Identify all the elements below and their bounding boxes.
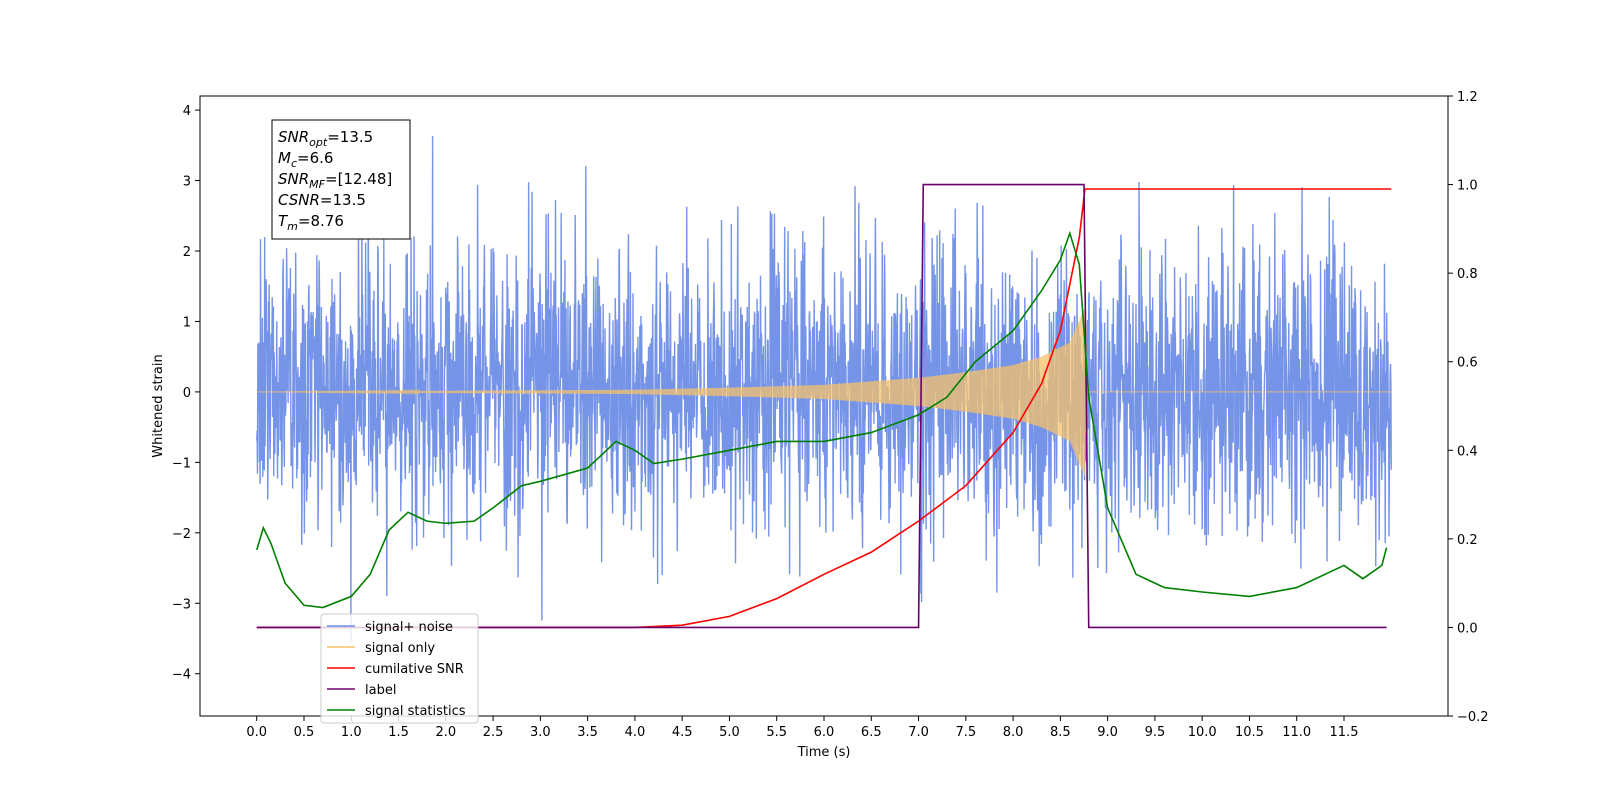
series-signal-noise (256, 136, 1392, 643)
info-line: SNRopt=13.5 (278, 128, 373, 149)
series-cumilative-snr (256, 188, 1392, 629)
y-axis-left: −4 −3 −2 −1 0 1 2 3 4 (172, 104, 200, 683)
info-line: SNRMF=[12.48] (278, 170, 392, 191)
x-tick-label: 2.0 (435, 725, 456, 740)
info-box-frame (271, 119, 411, 240)
legend: signal+ noise signal only cumilative SNR la… (320, 613, 479, 724)
x-tick-label: 9.0 (1097, 725, 1118, 740)
x-tick-label: 3.5 (577, 725, 598, 740)
x-tick-label: 4.0 (625, 725, 646, 740)
series-label (256, 183, 1387, 629)
x-tick-label: 4.5 (672, 725, 693, 740)
legend-label: cumilative SNR (365, 662, 464, 677)
y-axis-label: Whitened strain (151, 354, 166, 457)
x-tick-label: 10.5 (1235, 725, 1264, 740)
y-tick-label: −1 (172, 456, 191, 471)
y-tick-label: 2 (183, 245, 191, 260)
y2-tick-label: 0.0 (1457, 621, 1478, 636)
y2-tick-label: 0.8 (1457, 267, 1478, 282)
legend-label: label (365, 683, 396, 698)
y-tick-label: 3 (183, 175, 191, 190)
legend-frame (320, 613, 479, 724)
x-tick-label: 8.5 (1050, 725, 1071, 740)
y-axis-right: −0.2 0.0 0.2 0.4 0.6 0.8 1.0 1.2 (1448, 90, 1489, 725)
y2-tick-label: 0.2 (1457, 533, 1478, 548)
x-tick-label: 6.5 (861, 725, 882, 740)
y-tick-label: 1 (183, 315, 191, 330)
x-tick-label: 0.0 (246, 725, 267, 740)
y-tick-label: −2 (172, 527, 191, 542)
y-tick-label: 4 (183, 104, 191, 119)
x-tick-label: 0.5 (294, 725, 315, 740)
x-tick-label: 10.0 (1188, 725, 1217, 740)
x-tick-label: 8.0 (1003, 725, 1024, 740)
x-tick-label: 7.5 (955, 725, 976, 740)
x-tick-label: 5.5 (766, 725, 787, 740)
x-tick-label: 2.5 (483, 725, 504, 740)
y2-tick-label: 0.4 (1457, 444, 1478, 459)
series-signal-statistics (255, 230, 1388, 609)
x-tick-label: 3.0 (530, 725, 551, 740)
x-tick-label: 11.0 (1282, 725, 1311, 740)
y-tick-label: −3 (172, 597, 191, 612)
x-axis: 0.0 0.5 1.0 1.5 2.0 2.5 3.0 3.5 4.0 4.5 5.0 5.5 6.0 6… (246, 716, 1358, 740)
series-signal-only (256, 307, 1392, 476)
y2-tick-label: −0.2 (1457, 710, 1489, 725)
y2-tick-label: 0.6 (1457, 356, 1478, 371)
y-tick-label: −4 (172, 668, 191, 683)
x-tick-label: 6.0 (814, 725, 835, 740)
y-tick-label: 0 (183, 386, 191, 401)
x-tick-label: 9.5 (1145, 725, 1166, 740)
info-line: CSNR=13.5 (278, 191, 366, 209)
legend-label: signal statistics (365, 704, 466, 719)
x-tick-label: 1.5 (388, 725, 409, 740)
info-line: Tm=8.76 (278, 212, 344, 233)
y2-tick-label: 1.0 (1457, 179, 1478, 194)
info-line: Mc=6.6 (278, 149, 333, 170)
series-layer (255, 136, 1392, 643)
x-tick-label: 7.0 (908, 725, 929, 740)
legend-label: signal+ noise (365, 620, 453, 635)
x-tick-label: 11.5 (1330, 725, 1359, 740)
y2-tick-label: 1.2 (1457, 90, 1478, 105)
legend-label: signal only (365, 641, 435, 656)
x-axis-label: Time (s) (797, 745, 851, 760)
x-tick-label: 1.0 (341, 725, 362, 740)
x-tick-label: 5.0 (719, 725, 740, 740)
